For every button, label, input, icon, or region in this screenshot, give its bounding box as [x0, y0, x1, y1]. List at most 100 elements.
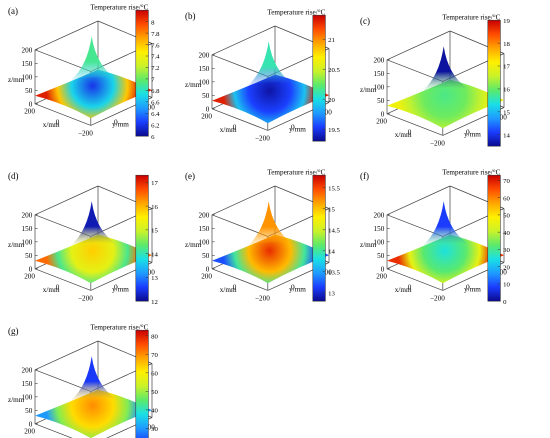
colorbar-title: Temperature rise/°C	[90, 323, 148, 331]
z-tick-label: 150	[374, 225, 385, 233]
x-axis-label: x/mm	[220, 286, 237, 294]
x-tick-label: 0	[408, 284, 412, 292]
colorbar-tick-label: 7.4	[151, 54, 160, 61]
box-edge	[211, 185, 276, 216]
colorbar-tick-label: 17	[503, 64, 510, 71]
colorbar-tick-label: 6.6	[151, 100, 160, 107]
colorbar	[312, 14, 326, 142]
x-tick-label: 0	[233, 124, 237, 132]
x-tick-label: −200	[430, 294, 445, 302]
colorbar-tick-label: 70	[151, 352, 158, 359]
colorbar-tick-label: 19.5	[328, 127, 340, 134]
x-axis-label: x/mm	[220, 126, 237, 134]
x-tick-label: −200	[430, 139, 445, 147]
colorbar-tick-label: 6	[151, 134, 155, 141]
x-axis-label: x/mm	[43, 286, 60, 294]
colorbar-tick-label: 13.5	[328, 270, 340, 277]
colorbar-tick-label: 6.8	[151, 88, 160, 95]
z-axis-label: z/mm	[185, 241, 202, 249]
z-tick-label: 200	[199, 52, 210, 60]
box-edge	[34, 340, 99, 371]
z-tick-label: 50	[25, 87, 33, 95]
colorbar-tick-label: 20	[503, 264, 510, 271]
box-edge	[211, 108, 268, 131]
colorbar-tick-label: 7.2	[151, 65, 159, 72]
z-tick-label: 50	[377, 252, 385, 260]
panel-label: (g)	[8, 326, 19, 336]
surface-mesh	[35, 389, 153, 438]
y-axis-label: y/mm	[112, 120, 129, 128]
z-tick-label: 100	[374, 239, 385, 247]
surface-apex	[423, 201, 468, 246]
z-tick-label: 0	[206, 266, 210, 274]
surface-apex	[71, 36, 117, 81]
z-tick-label: 50	[202, 92, 210, 100]
x-tick-label: 200	[376, 118, 387, 126]
z-tick-label: 150	[374, 70, 385, 78]
y-tick-label: 200	[496, 113, 507, 121]
x-tick-label: 200	[201, 113, 212, 121]
y-tick-label: 200	[144, 423, 155, 431]
colorbar	[135, 329, 149, 438]
x-axis-label: x/mm	[395, 131, 412, 139]
colorbar-tick-label: 12	[151, 299, 158, 306]
y-tick-label: 0	[291, 124, 295, 132]
colorbar-tick-label: 7.8	[151, 31, 160, 38]
y-tick-label: 0	[114, 119, 118, 127]
y-tick-label: 0	[114, 284, 118, 292]
box-edge	[34, 185, 99, 216]
colorbar-tick-label: 30	[151, 426, 158, 433]
surface-apex	[71, 356, 117, 401]
colorbar-tick-label: 80	[151, 333, 158, 340]
x-tick-label: −200	[78, 294, 93, 302]
z-tick-label: 50	[25, 252, 33, 260]
colorbar-tick-label: 15	[503, 110, 510, 117]
y-tick-label: 200	[496, 268, 507, 276]
x-tick-label: −200	[255, 134, 270, 142]
box-edge	[34, 20, 99, 51]
box-edge	[34, 423, 73, 438]
surface-apex	[248, 201, 293, 246]
x-tick-label: −200	[78, 129, 93, 137]
panel-label: (d)	[8, 171, 19, 181]
z-tick-label: 0	[381, 266, 385, 274]
colorbar-tick-label: 16	[151, 204, 158, 211]
z-tick-label: 0	[29, 101, 33, 109]
colorbar	[487, 19, 501, 147]
z-tick-label: 150	[199, 225, 210, 233]
colorbar-tick-label: 6.4	[151, 111, 160, 118]
x-tick-label: 0	[408, 129, 412, 137]
z-tick-label: 200	[374, 57, 385, 65]
x-axis-label: x/mm	[43, 121, 60, 129]
box-edge	[386, 113, 443, 136]
y-axis-label: y/mm	[464, 130, 481, 138]
surface-mesh	[212, 74, 329, 124]
colorbar-tick-label: 14	[328, 249, 335, 256]
panel-label: (e)	[185, 171, 195, 181]
colorbar-title: Temperature rise/°C	[267, 8, 325, 16]
box-edge	[211, 268, 268, 291]
y-axis-label: y/mm	[289, 125, 306, 133]
z-tick-label: 200	[22, 47, 33, 55]
colorbar-tick-label: 30	[503, 247, 510, 254]
colorbar-tick-label: 20	[328, 97, 335, 104]
surface-apex	[71, 201, 117, 246]
y-axis-label: y/mm	[289, 285, 306, 293]
z-tick-label: 200	[22, 212, 33, 220]
x-tick-label: 200	[201, 273, 212, 281]
panel-label: (a)	[8, 6, 18, 16]
z-tick-label: 100	[22, 239, 33, 247]
z-tick-label: 100	[22, 394, 33, 402]
box-edge	[34, 268, 91, 291]
colorbar	[487, 174, 501, 302]
z-tick-label: 150	[22, 225, 33, 233]
z-tick-label: 200	[22, 367, 33, 375]
colorbar-tick-label: 40	[503, 230, 510, 237]
colorbar-tick-label: 15	[151, 228, 158, 235]
colorbar-tick-label: 7.6	[151, 42, 160, 49]
panel-label: (c)	[360, 16, 370, 26]
colorbar-tick-label: 13	[328, 291, 335, 298]
surface-mesh	[387, 234, 504, 284]
panel-label: (f)	[360, 171, 369, 181]
z-tick-label: 0	[206, 106, 210, 114]
